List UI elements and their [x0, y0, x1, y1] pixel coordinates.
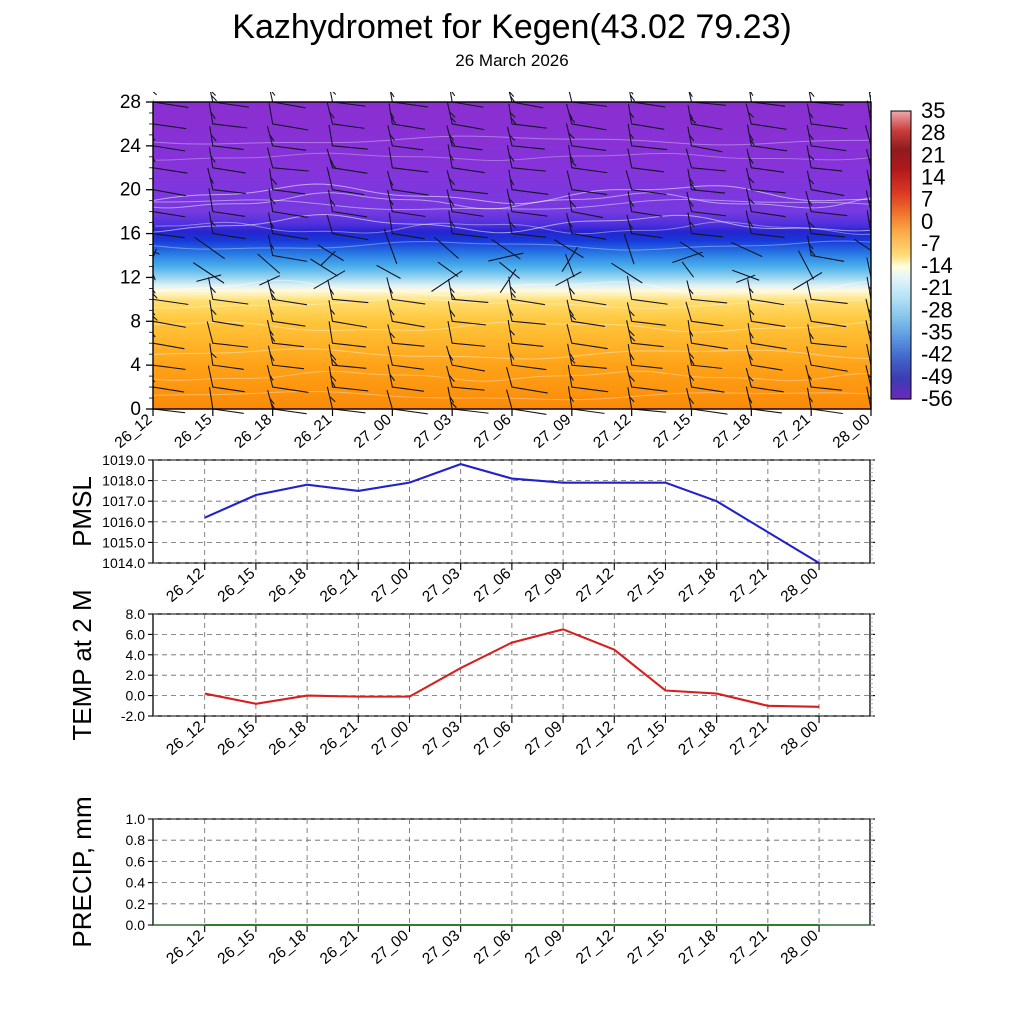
svg-text:1018.0: 1018.0	[102, 473, 145, 489]
svg-text:-56: -56	[921, 386, 953, 411]
svg-text:16: 16	[120, 224, 141, 245]
svg-text:TEMP at 2 M: TEMP at 2 M	[67, 589, 97, 740]
svg-text:1015.0: 1015.0	[102, 534, 145, 550]
svg-text:1014.0: 1014.0	[102, 555, 145, 571]
svg-text:1019.0: 1019.0	[102, 452, 145, 468]
svg-text:2.0: 2.0	[126, 667, 146, 683]
svg-text:8: 8	[130, 311, 141, 332]
svg-text:PMSL: PMSL	[67, 476, 97, 547]
svg-text:0.0: 0.0	[126, 917, 146, 933]
svg-text:0.0: 0.0	[126, 688, 146, 704]
svg-text:0.6: 0.6	[126, 853, 146, 869]
svg-text:12: 12	[120, 267, 141, 288]
svg-text:1017.0: 1017.0	[102, 493, 145, 509]
svg-text:Kazhydromet for Kegen(43.02 79: Kazhydromet for Kegen(43.02 79.23)	[232, 8, 791, 46]
svg-text:6.0: 6.0	[126, 626, 146, 642]
svg-text:1016.0: 1016.0	[102, 514, 145, 530]
svg-text:24: 24	[120, 136, 142, 157]
svg-text:4: 4	[130, 355, 141, 376]
svg-text:4.0: 4.0	[126, 647, 146, 663]
svg-text:0.8: 0.8	[126, 832, 146, 848]
svg-text:-2.0: -2.0	[121, 708, 145, 724]
svg-text:26 March 2026: 26 March 2026	[455, 51, 568, 70]
svg-text:20: 20	[120, 180, 141, 201]
svg-text:PRECIP, mm: PRECIP, mm	[67, 796, 97, 947]
svg-text:28: 28	[120, 92, 141, 113]
svg-text:8.0: 8.0	[126, 606, 146, 622]
svg-text:0.2: 0.2	[126, 896, 146, 912]
svg-text:1.0: 1.0	[126, 811, 146, 827]
svg-text:0.4: 0.4	[126, 875, 146, 891]
